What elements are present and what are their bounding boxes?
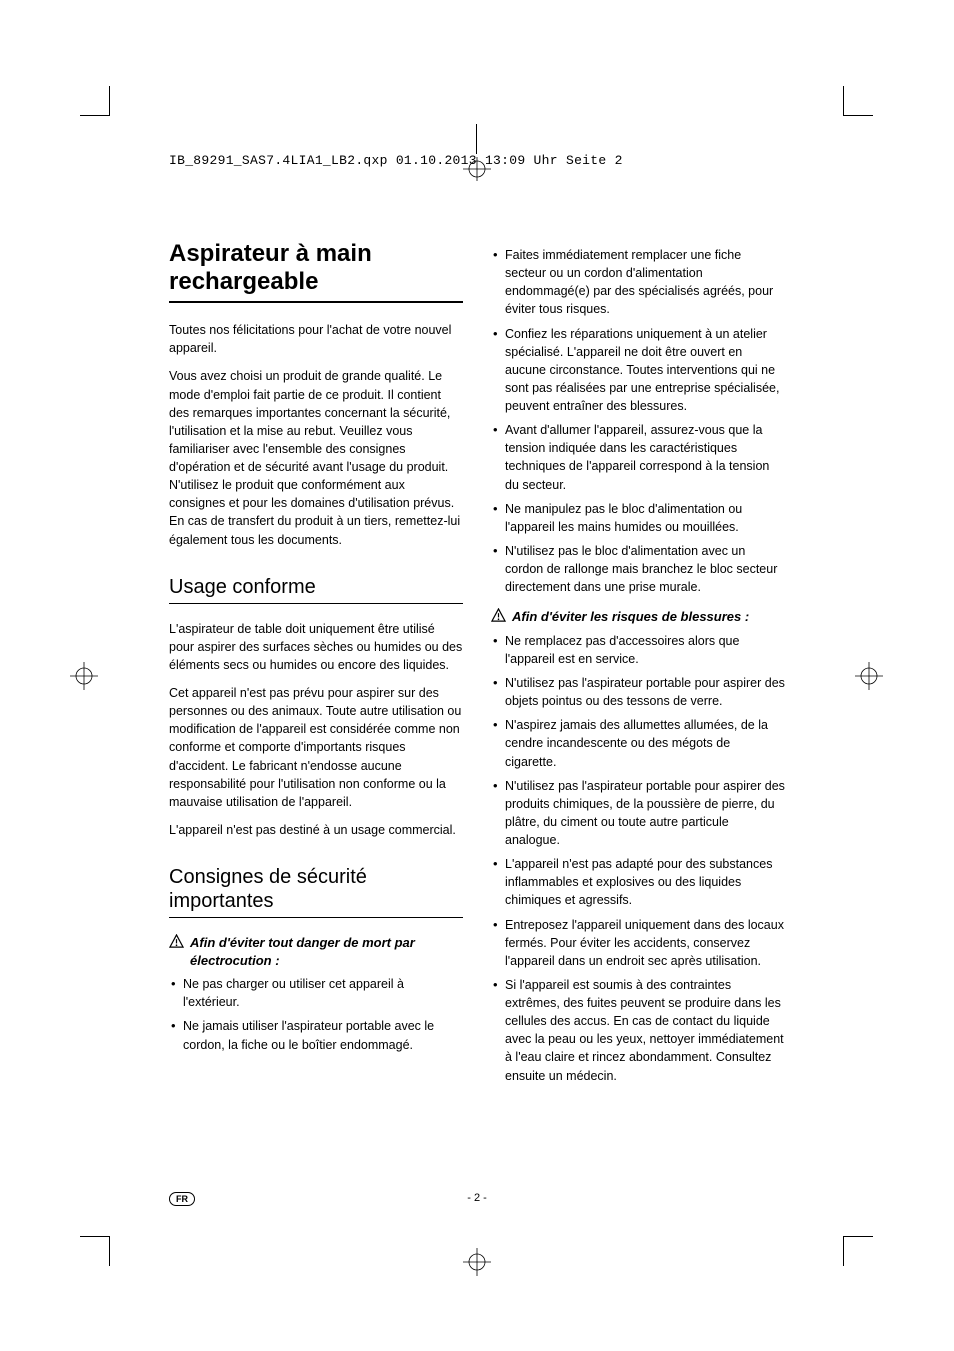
- warning-heading-text: Afin d'éviter tout danger de mort par él…: [190, 934, 463, 969]
- body-paragraph: L'appareil n'est pas destiné à un usage …: [169, 821, 463, 839]
- column-right: Faites immédiatement remplacer une fiche…: [491, 240, 785, 1097]
- warning-heading-text: Afin d'éviter les risques de blessures :: [512, 608, 785, 626]
- list-item: Ne pas charger ou utiliser cet appareil …: [169, 975, 463, 1011]
- section-heading-safety: Consignes de sécurité importantes: [169, 865, 463, 918]
- crop-mark: [109, 86, 110, 116]
- column-left: Aspirateur à main rechargeable Toutes no…: [169, 240, 463, 1097]
- registration-mark: [70, 662, 98, 690]
- list-item: Confiez les réparations uniquement à un …: [491, 325, 785, 416]
- bullet-list: Ne pas charger ou utiliser cet appareil …: [169, 975, 463, 1054]
- warning-heading-electrocution: Afin d'éviter tout danger de mort par él…: [169, 934, 463, 969]
- page: IB_89291_SAS7.4LIA1_LB2.qxp 01.10.2013 1…: [0, 0, 954, 1351]
- warning-icon: [169, 934, 184, 949]
- list-item: Si l'appareil est soumis à des contraint…: [491, 976, 785, 1085]
- print-job-header: IB_89291_SAS7.4LIA1_LB2.qxp 01.10.2013 1…: [169, 153, 785, 168]
- list-item: L'appareil n'est pas adapté pour des sub…: [491, 855, 785, 909]
- list-item: Ne jamais utiliser l'aspirateur portable…: [169, 1017, 463, 1053]
- body-paragraph: Cet appareil n'est pas prévu pour aspire…: [169, 684, 463, 811]
- crop-mark: [843, 1236, 873, 1237]
- crop-mark: [843, 1236, 844, 1266]
- content-area: Aspirateur à main rechargeable Toutes no…: [169, 240, 785, 1097]
- list-item: Ne manipulez pas le bloc d'alimentation …: [491, 500, 785, 536]
- page-title: Aspirateur à main rechargeable: [169, 240, 463, 303]
- crop-mark: [476, 124, 477, 154]
- crop-mark: [843, 115, 873, 116]
- registration-mark: [855, 662, 883, 690]
- bullet-list: Ne remplacez pas d'accessoires alors que…: [491, 632, 785, 1085]
- section-heading-usage: Usage conforme: [169, 575, 463, 604]
- crop-mark: [109, 1236, 110, 1266]
- crop-mark: [843, 86, 844, 116]
- warning-heading-injury: Afin d'éviter les risques de blessures :: [491, 608, 785, 626]
- intro-paragraph: Vous avez choisi un produit de grande qu…: [169, 367, 463, 548]
- intro-paragraph: Toutes nos félicitations pour l'achat de…: [169, 321, 463, 357]
- bullet-list: Faites immédiatement remplacer une fiche…: [491, 246, 785, 596]
- list-item: Entreposez l'appareil uniquement dans de…: [491, 916, 785, 970]
- list-item: N'utilisez pas l'aspirateur portable pou…: [491, 777, 785, 850]
- list-item: Avant d'allumer l'appareil, assurez-vous…: [491, 421, 785, 494]
- page-number: - 2 -: [467, 1192, 487, 1204]
- registration-mark: [463, 1248, 491, 1276]
- language-badge: FR: [169, 1192, 195, 1206]
- crop-mark: [80, 115, 110, 116]
- crop-mark: [80, 1236, 110, 1237]
- list-item: N'aspirez jamais des allumettes allumées…: [491, 716, 785, 770]
- list-item: Ne remplacez pas d'accessoires alors que…: [491, 632, 785, 668]
- list-item: N'utilisez pas l'aspirateur portable pou…: [491, 674, 785, 710]
- body-paragraph: L'aspirateur de table doit uniquement êt…: [169, 620, 463, 674]
- list-item: Faites immédiatement remplacer une fiche…: [491, 246, 785, 319]
- list-item: N'utilisez pas le bloc d'alimentation av…: [491, 542, 785, 596]
- warning-icon: [491, 608, 506, 623]
